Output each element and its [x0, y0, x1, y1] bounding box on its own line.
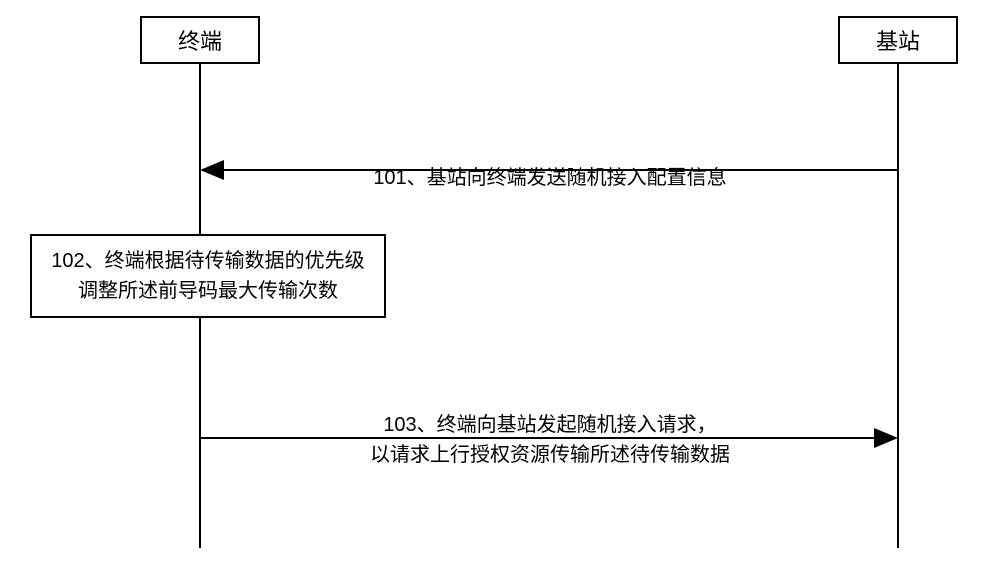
actor-base-station-label: 基站 [876, 24, 920, 56]
message-101-label: 101、基站向终端发送随机接入配置信息 [290, 138, 810, 190]
message-103-label: 103、终端向基站发起随机接入请求， 以请求上行授权资源传输所述待传输数据 [270, 380, 830, 470]
actor-terminal-label: 终端 [178, 24, 222, 56]
step-102-text: 102、终端根据待传输数据的优先级 调整所述前导码最大传输次数 [40, 246, 376, 306]
actor-base-station: 基站 [838, 16, 958, 64]
lifeline-base-station [897, 64, 899, 548]
actor-terminal: 终端 [140, 16, 260, 64]
step-102-box: 102、终端根据待传输数据的优先级 调整所述前导码最大传输次数 [30, 234, 386, 318]
sequence-diagram: 终端 基站 101、基站向终端发送随机接入配置信息 102、终端根据待传输数据的… [0, 0, 1000, 568]
